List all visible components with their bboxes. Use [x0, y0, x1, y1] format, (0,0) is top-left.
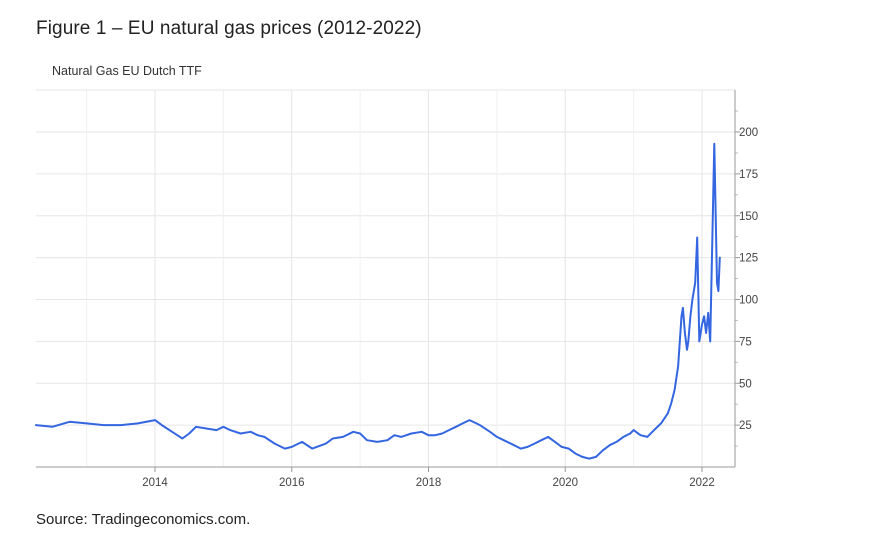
y-tick-label: 200: [739, 127, 758, 139]
figure-title: Figure 1 – EU natural gas prices (2012-2…: [36, 18, 422, 39]
series-line-0: [35, 142, 721, 460]
y-tick-label: 50: [739, 378, 752, 390]
y-tick-label: 25: [739, 420, 752, 432]
x-tick-label: 2022: [689, 477, 715, 489]
series: [35, 142, 721, 460]
y-tick-label: 125: [739, 253, 758, 265]
chart-title: Natural Gas EU Dutch TTF: [52, 64, 202, 78]
y-tick-label: 175: [739, 169, 758, 181]
gridlines: [36, 89, 735, 467]
x-tick-label: 2016: [279, 477, 305, 489]
x-tick-label: 2020: [552, 477, 578, 489]
y-tick-label: 100: [739, 295, 758, 307]
axes: [36, 90, 740, 472]
y-tick-label: 75: [739, 336, 752, 348]
x-tick-label: 2018: [416, 477, 442, 489]
source-note: Source: Tradingeconomics.com.: [36, 511, 251, 528]
tick-labels: 25 50 75 100 125 150 175 200 2014 2016 2018 2020 202…: [142, 127, 758, 489]
x-tick-label: 2014: [142, 477, 168, 489]
y-tick-label: 150: [739, 211, 758, 223]
